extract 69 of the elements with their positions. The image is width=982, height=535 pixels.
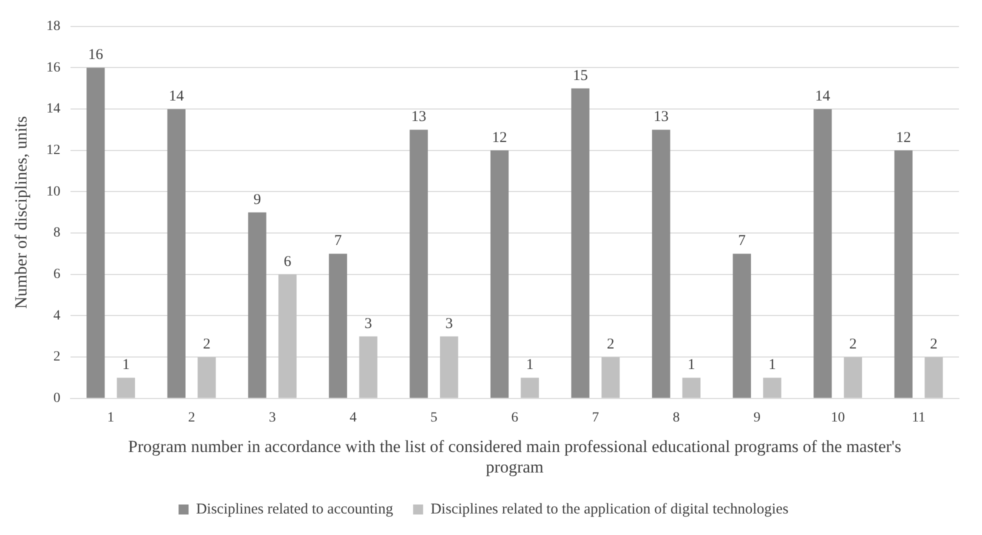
x-tick-label: 3 [268, 410, 276, 426]
bar [682, 378, 700, 398]
data-label: 1 [688, 357, 696, 374]
data-label: 12 [492, 130, 508, 146]
data-label: 14 [168, 88, 184, 105]
y-tick-label: 0 [53, 391, 60, 406]
bar [167, 109, 186, 398]
y-tick-label: 12 [46, 143, 60, 158]
bar [410, 130, 428, 398]
data-label: 2 [930, 336, 938, 353]
data-label: 3 [445, 316, 453, 332]
y-tick-label: 14 [46, 102, 60, 117]
legend-label: Disciplines related to the application of digital technologies [430, 501, 789, 518]
bar [248, 212, 266, 398]
data-label: 2 [849, 336, 857, 353]
y-tick-label: 8 [53, 226, 60, 241]
data-label: 6 [284, 254, 292, 270]
data-label: 9 [253, 192, 261, 208]
bar [278, 274, 297, 398]
bar [440, 336, 458, 398]
data-label: 12 [896, 130, 911, 146]
bar [652, 130, 670, 398]
x-tick-label: 10 [830, 410, 845, 426]
y-tick-label: 6 [53, 267, 60, 282]
bar [116, 378, 136, 398]
data-label: 2 [606, 336, 614, 353]
bar [924, 357, 943, 398]
y-axis-title: Number of disciplines, units [12, 116, 31, 309]
y-tick-label: 2 [53, 350, 60, 365]
data-label: 7 [738, 233, 746, 250]
x-tick-label: 9 [754, 410, 761, 426]
x-tick-label: 8 [672, 410, 680, 426]
x-tick-label: 5 [430, 410, 438, 426]
bar [198, 357, 216, 398]
y-tick-label: 18 [46, 19, 60, 34]
data-label: 16 [88, 47, 104, 64]
bar [894, 150, 913, 398]
bar [814, 109, 832, 398]
data-label: 13 [411, 109, 426, 126]
y-tick-label: 4 [53, 308, 60, 324]
x-tick-label: 4 [350, 410, 357, 426]
x-tick-label: 11 [912, 410, 926, 426]
data-label: 1 [768, 357, 776, 374]
y-tick-label: 10 [46, 184, 60, 200]
x-tick-label: 1 [107, 410, 114, 426]
x-tick-label: 6 [511, 410, 518, 426]
bar [520, 378, 539, 398]
data-label: 15 [572, 68, 588, 84]
bar [328, 254, 348, 398]
bar [732, 254, 751, 398]
data-label: 1 [122, 357, 130, 374]
bar [359, 336, 378, 398]
bar [763, 378, 782, 398]
legend-label: Disciplines related to accounting [196, 501, 394, 518]
y-tick-label: 16 [46, 60, 60, 76]
bar [602, 357, 620, 398]
bar [86, 68, 105, 398]
data-label: 7 [334, 233, 342, 250]
bar [571, 88, 590, 398]
x-tick-label: 7 [592, 410, 599, 426]
data-label: 1 [526, 357, 534, 374]
bar [844, 357, 862, 398]
data-label: 14 [815, 88, 831, 105]
data-label: 13 [654, 109, 669, 126]
x-axis-title: Program number in accordance with the list of considered main professional educational programs of the master's program [128, 436, 902, 476]
bar [490, 150, 509, 398]
x-tick-label: 2 [188, 410, 196, 426]
data-label: 2 [202, 336, 210, 353]
data-label: 3 [364, 316, 372, 332]
